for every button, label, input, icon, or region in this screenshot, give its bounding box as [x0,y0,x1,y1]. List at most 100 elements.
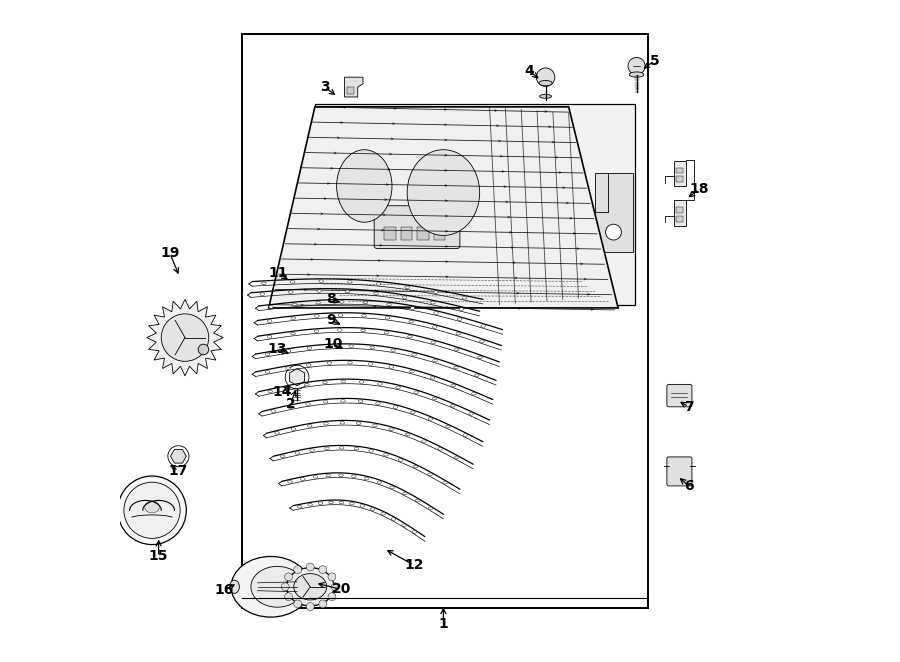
Ellipse shape [438,448,443,450]
Ellipse shape [459,308,464,310]
Circle shape [331,583,339,591]
Ellipse shape [328,501,333,504]
Ellipse shape [410,307,415,309]
Ellipse shape [428,418,433,420]
Ellipse shape [454,366,458,369]
Ellipse shape [290,281,295,283]
Ellipse shape [374,292,378,295]
Ellipse shape [271,410,275,412]
Ellipse shape [402,492,407,495]
Ellipse shape [319,280,323,283]
Circle shape [118,476,186,545]
Ellipse shape [269,306,274,308]
Ellipse shape [410,370,414,373]
Ellipse shape [327,362,331,365]
Bar [676,176,683,182]
Ellipse shape [392,518,396,520]
Circle shape [328,592,336,600]
Ellipse shape [405,286,410,289]
Circle shape [161,314,209,361]
Ellipse shape [316,301,320,304]
Ellipse shape [457,318,462,320]
Ellipse shape [432,326,437,328]
FancyBboxPatch shape [595,173,634,252]
Text: 1: 1 [438,618,448,632]
Ellipse shape [472,393,476,395]
Circle shape [319,566,327,573]
Ellipse shape [338,474,344,477]
Text: 4: 4 [524,64,534,77]
Ellipse shape [481,324,485,327]
Ellipse shape [268,390,273,393]
Ellipse shape [629,72,643,77]
Text: 11: 11 [269,266,288,280]
Circle shape [284,592,292,600]
Ellipse shape [349,502,354,505]
Ellipse shape [539,81,553,86]
Circle shape [284,573,292,581]
Ellipse shape [432,397,436,400]
Ellipse shape [371,508,375,510]
Ellipse shape [399,459,403,461]
Ellipse shape [412,354,417,356]
Ellipse shape [347,281,352,283]
Bar [347,120,565,176]
Ellipse shape [451,384,455,387]
Ellipse shape [407,150,480,236]
Bar [676,207,683,213]
Text: 8: 8 [327,293,337,307]
Ellipse shape [313,475,318,478]
Ellipse shape [325,447,329,449]
Ellipse shape [463,297,467,299]
Circle shape [536,68,554,87]
Ellipse shape [428,473,433,475]
Ellipse shape [324,422,328,425]
Ellipse shape [416,499,420,502]
Ellipse shape [291,317,295,320]
Ellipse shape [251,567,303,607]
Ellipse shape [389,365,393,368]
Ellipse shape [389,428,393,430]
Ellipse shape [396,386,400,389]
Polygon shape [345,77,363,97]
Ellipse shape [323,401,328,403]
Ellipse shape [368,363,373,365]
FancyBboxPatch shape [667,457,692,486]
Ellipse shape [354,448,359,450]
Ellipse shape [540,95,552,98]
Ellipse shape [315,314,320,317]
Ellipse shape [390,486,394,489]
Ellipse shape [387,303,392,306]
Ellipse shape [361,329,365,332]
Text: 15: 15 [148,549,168,563]
Ellipse shape [431,341,436,344]
Ellipse shape [346,290,350,293]
Ellipse shape [356,422,361,424]
Text: 18: 18 [689,182,709,196]
Ellipse shape [358,400,363,402]
Ellipse shape [377,481,382,483]
Circle shape [510,134,547,171]
Ellipse shape [319,502,323,504]
Ellipse shape [266,353,270,355]
Ellipse shape [430,301,436,304]
Ellipse shape [339,446,344,449]
Ellipse shape [286,350,291,352]
Ellipse shape [433,359,437,362]
Ellipse shape [314,330,319,332]
Text: 9: 9 [327,313,337,328]
Ellipse shape [337,150,392,222]
Ellipse shape [145,501,159,513]
Ellipse shape [310,449,314,451]
Ellipse shape [230,580,239,593]
Ellipse shape [304,383,310,386]
Ellipse shape [267,320,272,322]
Polygon shape [315,103,634,305]
Ellipse shape [376,283,381,285]
Text: 17: 17 [168,464,188,478]
Text: 13: 13 [267,342,287,356]
Ellipse shape [291,332,295,335]
Ellipse shape [339,301,344,303]
Ellipse shape [454,348,459,351]
Ellipse shape [370,346,374,349]
